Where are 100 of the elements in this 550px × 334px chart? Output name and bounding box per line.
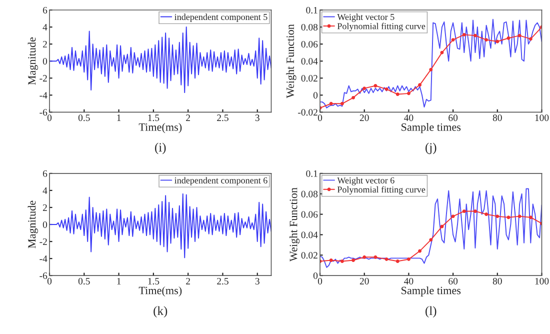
x-tick-label: 1 [117, 114, 121, 121]
y-tick-label: 0.02 [301, 252, 318, 259]
x-tick-label: 2 [186, 114, 190, 121]
legend-label: independent component 5 [174, 14, 268, 22]
y-tick-label: -4 [40, 92, 48, 98]
y-tick-label: -2 [40, 238, 47, 245]
x-tick-label: 100 [535, 278, 549, 284]
y-tick-label: 6 [42, 6, 48, 14]
point [396, 92, 400, 96]
point [384, 257, 388, 261]
point [418, 83, 422, 87]
y-axis-title: Weight Function [289, 188, 300, 262]
y-tick-label: 0 [42, 221, 48, 228]
point [406, 257, 410, 261]
point [362, 255, 366, 259]
x-tick-label: 80 [492, 114, 502, 122]
legend-label: Polynomial fitting curve [337, 22, 426, 32]
x-axis-title: Time(ms) [138, 123, 182, 134]
x-tick-label: 0 [318, 114, 322, 122]
point [462, 209, 466, 213]
point [462, 32, 466, 36]
text: (k) [154, 306, 168, 318]
point [496, 40, 500, 44]
legend-label: Weight vector 6 [337, 177, 394, 186]
line-series [320, 209, 542, 263]
x-tick-label: 20 [360, 278, 369, 284]
x-tick-label: 40 [404, 278, 414, 284]
point [484, 212, 488, 216]
point [473, 34, 477, 38]
y-tick-label: 0 [42, 58, 48, 65]
point [329, 102, 333, 106]
y-axis-title: Weight Function [286, 24, 296, 98]
x-axis-title: Sample times [402, 286, 461, 297]
point [429, 238, 433, 242]
y-tick-label: 0.06 [301, 211, 318, 218]
y-tick-label: 2 [42, 41, 47, 48]
x-tick-label: 1 [117, 278, 121, 284]
point [528, 216, 532, 220]
x-tick-label: 60 [448, 114, 458, 122]
y-tick-label: 0.06 [301, 40, 318, 48]
y-axis-title: Magnitude [28, 200, 38, 248]
point [340, 260, 344, 263]
x-tick-label: 100 [535, 114, 549, 122]
point [484, 38, 488, 42]
y-tick-label: 0.02 [301, 75, 318, 82]
point [374, 255, 378, 259]
y-tick-label: 0.04 [301, 232, 318, 238]
y-tick-label: 0 [313, 272, 318, 280]
point [506, 36, 510, 40]
point [340, 102, 344, 106]
point [496, 214, 500, 218]
x-tick-label: 60 [448, 278, 458, 284]
y-tick-label: 6 [42, 170, 48, 177]
y-tick-label: 4 [42, 187, 48, 194]
line-series [50, 26, 272, 94]
text: (i) [155, 142, 166, 154]
x-axis-title: Sample times [402, 123, 461, 134]
x-axis-title: Time(ms) [138, 286, 182, 297]
x-tick-label: 40 [404, 114, 414, 122]
point [429, 68, 433, 72]
point [506, 216, 510, 220]
point [418, 249, 422, 253]
x-tick-label: 3 [255, 114, 260, 122]
text: (l) [426, 306, 436, 318]
y-tick-label: 0.1 [306, 6, 318, 14]
legend-label: Weight vector 5 [337, 14, 394, 22]
x-tick-label: 0 [318, 278, 322, 284]
y-tick-label: -6 [40, 109, 48, 116]
x-tick-label: 20 [360, 114, 369, 122]
point [396, 260, 400, 263]
y-tick-label: 0.08 [301, 24, 318, 31]
y-tick-label: -6 [40, 272, 48, 280]
y-tick-label: 0.08 [301, 190, 318, 198]
point [362, 86, 366, 90]
point [352, 96, 356, 100]
point [352, 258, 356, 262]
point [406, 92, 410, 96]
y-tick-label: 0 [313, 92, 318, 99]
point [518, 214, 522, 218]
point [451, 38, 455, 42]
y-tick-label: 4 [42, 24, 48, 30]
x-tick-label: 2 [186, 278, 190, 284]
x-tick-label: 0.5 [78, 278, 90, 285]
x-tick-label: 80 [492, 278, 502, 284]
x-tick-label: 0 [47, 114, 52, 122]
point [329, 258, 333, 262]
legend-label: Polynomial fitting curve [337, 186, 426, 195]
line-series [50, 193, 272, 258]
y-tick-label: 2 [42, 204, 47, 211]
point [528, 37, 532, 41]
point [473, 209, 477, 213]
x-tick-label: 2.5 [217, 278, 228, 285]
x-tick-label: 0 [47, 278, 52, 284]
x-tick-label: 0.5 [78, 114, 90, 122]
y-tick-label: 0.1 [306, 170, 318, 177]
x-tick-label: 1.5 [148, 278, 160, 285]
x-tick-label: 3 [255, 278, 260, 284]
x-tick-label: 1.5 [148, 114, 160, 122]
text: (j) [426, 142, 436, 154]
y-axis-title: Magnitude [28, 37, 38, 85]
